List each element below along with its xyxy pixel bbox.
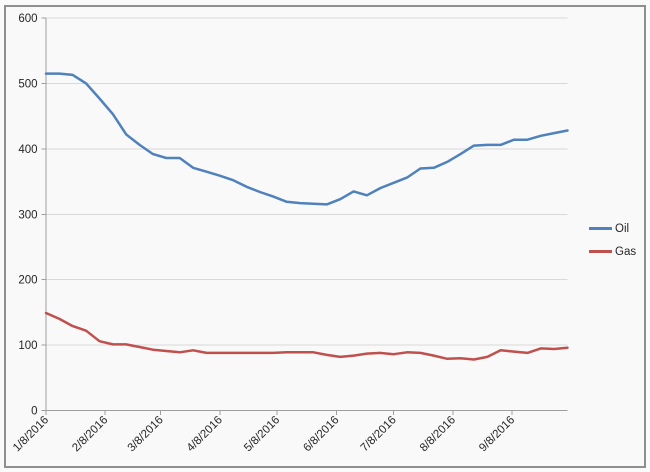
x-axis-label: 9/8/2016 — [477, 414, 517, 454]
legend-item-gas: Gas — [589, 240, 636, 263]
gas-line-swatch — [589, 250, 612, 253]
y-axis-label: 0 — [31, 406, 37, 418]
y-axis-label: 100 — [18, 340, 37, 352]
oil-series-line — [44, 72, 569, 206]
legend: Oil Gas — [589, 217, 636, 263]
x-axis-label: 1/8/2016 — [11, 414, 51, 454]
x-axis-label: 5/8/2016 — [242, 414, 282, 454]
y-axis-label: 200 — [18, 275, 37, 287]
legend-label-oil: Oil — [615, 222, 630, 235]
x-axis-label: 6/8/2016 — [301, 414, 341, 454]
oil-line-swatch — [589, 227, 612, 230]
x-axis-label: 4/8/2016 — [185, 414, 225, 454]
x-axis-label: 2/8/2016 — [70, 414, 110, 454]
y-axis-label: 300 — [18, 209, 37, 221]
legend-label-gas: Gas — [615, 245, 637, 258]
x-axis-label: 3/8/2016 — [126, 414, 166, 454]
x-axis-label: 8/8/2016 — [418, 414, 458, 454]
y-axis-label: 500 — [18, 78, 37, 90]
chart-frame — [4, 5, 646, 468]
y-axis-label: 600 — [18, 13, 37, 25]
y-axis-label: 400 — [18, 144, 37, 156]
gas-series-line — [44, 311, 569, 361]
x-axis-label: 7/8/2016 — [359, 414, 399, 454]
legend-item-oil: Oil — [589, 217, 636, 240]
